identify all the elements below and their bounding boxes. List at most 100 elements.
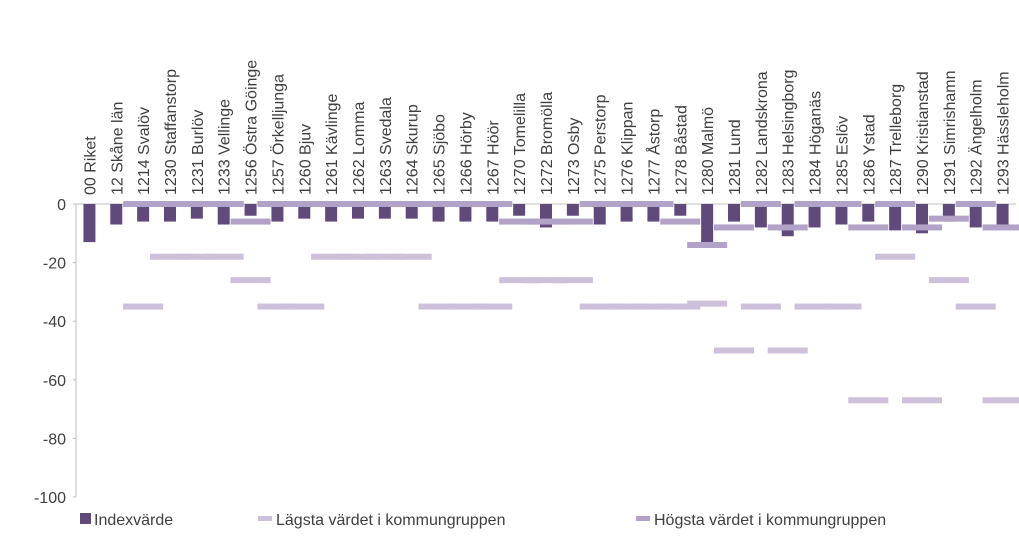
bar [862,204,875,222]
y-tick-label: 0 [57,197,66,214]
y-tick-label: -40 [43,314,66,331]
bar [889,204,902,231]
range-marker [445,303,486,310]
x-tick-label: 1230 Staffanstorp [163,69,180,195]
range-marker [821,201,862,207]
range-marker [606,201,647,207]
x-tick-label: 1291 Simrishamn [942,71,959,196]
x-tick-label: 1256 Östra Göinge [243,60,261,195]
range-marker [311,201,352,207]
bar [566,204,579,216]
range-marker [230,218,271,225]
x-tick-label: 1267 Höör [485,120,502,195]
bar [164,204,176,222]
bar [110,204,123,225]
bar [244,204,257,216]
bar [83,204,96,243]
bar [781,204,794,237]
range-marker [740,303,781,310]
x-tick-label: 1261 Kävlinge [324,93,341,195]
range-marker [902,224,942,231]
range-marker [150,253,190,260]
range-marker [687,242,728,249]
legend-swatch [258,516,272,521]
range-marker [660,218,701,225]
bar [378,204,391,219]
range-marker [176,253,217,260]
x-tick-label: 1263 Svedala [378,97,395,195]
range-marker [633,303,674,310]
bar [754,204,767,228]
legend-swatch [80,513,91,524]
range-marker [391,253,432,260]
range-marker [552,218,593,225]
range-marker [740,201,781,207]
range-marker [364,253,405,260]
range-marker [499,218,540,225]
range-marker [203,253,244,260]
x-tick-label: 1277 Åstorp [644,109,663,195]
legend-swatch [636,516,650,521]
bar [513,204,526,216]
range-marker [418,201,459,207]
range-marker [606,303,647,310]
range-marker [338,253,378,260]
range-marker [499,277,540,284]
y-tick-label: -100 [34,490,66,507]
bar [996,204,1009,225]
y-tick-label: -20 [43,256,66,273]
bar [137,204,150,222]
x-tick-label: 1272 Bromölla [539,92,556,195]
x-tick-label: 1290 Kristianstad [915,71,932,195]
range-marker [526,277,566,284]
x-tick-label: 1276 Klippan [620,102,637,195]
bar [432,204,445,222]
x-tick-label: 1283 Helsingborg [781,70,798,195]
range-marker [767,347,808,354]
range-marker [714,347,754,354]
bar [969,204,982,228]
range-marker [284,201,325,207]
range-marker [418,303,459,310]
range-marker [687,300,728,307]
range-marker [902,397,942,404]
range-marker [445,201,486,207]
range-marker [955,201,996,207]
range-marker [552,277,593,284]
range-marker [767,224,808,231]
bar [190,204,203,219]
x-tick-label: 1284 Höganäs [808,91,825,195]
range-marker [794,303,835,310]
legend-label: Högsta värdet i kommungruppen [654,512,886,529]
range-marker [364,201,405,207]
range-marker [928,215,969,222]
range-marker [311,253,352,260]
range-marker [714,224,754,231]
range-marker [391,201,432,207]
x-tick-label: 1265 Sjöbo [432,114,449,195]
bar [271,204,284,222]
range-marker [579,201,620,207]
bar [674,204,687,216]
range-marker [203,201,244,207]
legend-label: Indexvärde [94,512,173,529]
bar [325,204,338,222]
bar [486,204,499,222]
bar [701,204,714,243]
x-tick-label: 1260 Bjuv [297,124,314,195]
x-tick-label: 1293 Hässleholm [996,71,1013,195]
range-marker [472,303,513,310]
bar [352,204,364,219]
x-tick-label: 1270 Tomelilla [512,93,529,195]
range-marker [230,277,271,284]
x-tick-label: 1287 Trelleborg [888,84,905,195]
bar [459,204,472,222]
bar [620,204,633,222]
bar [647,204,660,222]
legend-label: Lägsta värdet i kommungruppen [276,512,505,529]
x-tick-label: 1273 Osby [566,118,583,195]
range-marker [472,201,513,207]
range-marker [176,201,217,207]
x-tick-label: 1286 Ystad [861,114,878,195]
